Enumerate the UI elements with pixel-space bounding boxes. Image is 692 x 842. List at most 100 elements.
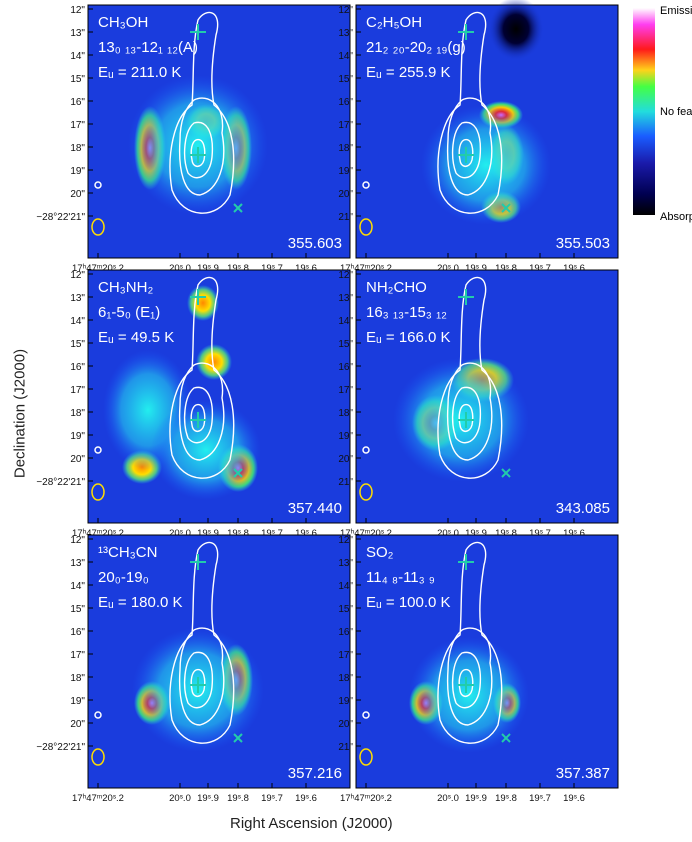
contour-line	[190, 403, 206, 433]
dec-tick-label: 16"	[70, 97, 85, 108]
ra-tick-label: 19ˢ.9	[465, 263, 487, 274]
colorbar-bottom-label: Absorption	[660, 211, 692, 223]
ra-tick-label: 19ˢ.6	[563, 793, 585, 804]
ra-tick-label: 20ˢ.0	[169, 793, 191, 804]
dust-contours	[169, 276, 235, 479]
ra-tick-label: 20ˢ.0	[169, 263, 191, 274]
emission-feature	[196, 344, 232, 380]
ra-tick-label: 19ˢ.8	[227, 528, 249, 539]
plus-marker	[190, 289, 206, 305]
plus-marker	[190, 147, 206, 163]
plus-marker	[190, 412, 206, 428]
ra-tick-label: 17ʰ47ᵐ20ˢ.2	[72, 793, 124, 804]
emission-feature	[151, 400, 261, 500]
dec-tick-label: 14"	[338, 51, 353, 62]
dec-tick-label: 14"	[70, 581, 85, 592]
ra-ticks: 17ʰ47ᵐ20ˢ.2 20ˢ.0 19ˢ.9 19ˢ.8 19ˢ.7 19ˢ.6	[72, 253, 317, 274]
ra-tick-label: 19ˢ.9	[465, 793, 487, 804]
dec-ticks: 12" 13" 14" 15" 16" 17" 18" 19" 20" 21"	[338, 5, 361, 223]
dec-tick-label: 17"	[70, 120, 85, 131]
ra-ticks: 17ʰ47ᵐ20ˢ.2 20ˢ.0 19ˢ.9 19ˢ.8 19ˢ.7 19ˢ.6	[72, 518, 317, 539]
map-panel-1: CH₃OH 13₀ ₁₃-12₁ ₁₂(A) Eᵤ = 211.0 K 355.603…	[36, 4, 351, 274]
dec-tick-label: 12"	[70, 270, 85, 281]
dec-tick-label: 19"	[338, 166, 353, 177]
beam-ellipse	[359, 218, 373, 236]
dec-tick-label: 13"	[70, 293, 85, 304]
cross-marker	[233, 733, 243, 743]
ra-tick-label: 19ˢ.7	[529, 528, 551, 539]
small-beam	[94, 446, 102, 454]
dec-tick-label: 12"	[338, 5, 353, 16]
plus-marker	[458, 554, 474, 570]
dec-tick-label: 20"	[70, 454, 85, 465]
dec-tick-label: 19"	[70, 431, 85, 442]
colorbar-mid-label: No feature	[660, 106, 692, 118]
dec-tick-label: 15"	[70, 74, 85, 85]
panel-frequency: 343.085	[556, 500, 610, 517]
contour-line	[458, 403, 474, 433]
contour-line	[178, 362, 225, 461]
contour-line	[183, 121, 214, 179]
panel-energy: Eᵤ = 255.9 K	[366, 64, 451, 81]
dec-tick-label: 18"	[70, 673, 85, 684]
dec-tick-label: 16"	[70, 627, 85, 638]
dec-tick-label: 16"	[338, 627, 353, 638]
panel-energy: Eᵤ = 211.0 K	[98, 64, 181, 81]
ra-ticks: 17ʰ47ᵐ20ˢ.2 20ˢ.0 19ˢ.9 19ˢ.8 19ˢ.7 19ˢ.6	[340, 518, 585, 539]
contour-line	[169, 11, 235, 214]
panel-molecule: ¹³CH₃CN	[98, 544, 157, 561]
dec-tick-label: 21"	[338, 477, 353, 488]
contour-line	[169, 276, 235, 479]
ra-tick-label: 19ˢ.7	[261, 793, 283, 804]
dec-tick-label: 18"	[70, 143, 85, 154]
plus-marker	[458, 677, 474, 693]
panel-transition: 11₄ ₈-11₃ ₉	[366, 569, 435, 586]
ra-tick-label: 19ˢ.6	[295, 263, 317, 274]
contour-line	[178, 97, 225, 196]
dec-tick-label: 18"	[70, 408, 85, 419]
dec-tick-label: 13"	[70, 28, 85, 39]
dec-tick-label: 15"	[338, 339, 353, 350]
ra-tick-label: 19ˢ.9	[465, 528, 487, 539]
dec-ticks: 12" 13" 14" 15" 16" 17" 18" 19" 20" 21"	[338, 270, 361, 488]
dec-ticks: 12" 13" 14" 15" 16" 17" 18" 19" 20" −28°22'21"	[36, 535, 93, 753]
ra-tick-label: 17ʰ47ᵐ20ˢ.2	[72, 528, 124, 539]
dec-tick-label: 17"	[338, 385, 353, 396]
panel-energy: Eᵤ = 180.0 K	[98, 594, 183, 611]
source-markers	[190, 24, 243, 213]
dust-contours	[437, 276, 503, 479]
panel-frequency: 357.440	[288, 500, 342, 517]
ra-tick-label: 19ˢ.9	[197, 263, 219, 274]
dec-tick-label: 14"	[70, 51, 85, 62]
source-markers	[458, 24, 511, 213]
dec-ticks: 12" 13" 14" 15" 16" 17" 18" 19" 20" 21"	[338, 535, 361, 753]
ra-tick-label: 19ˢ.9	[197, 793, 219, 804]
x-axis-label: Right Ascension (J2000)	[230, 815, 393, 832]
panel-frequency: 357.216	[288, 765, 342, 782]
dec-tick-label: 14"	[338, 581, 353, 592]
contour-line	[183, 651, 214, 709]
ra-tick-label: 20ˢ.0	[437, 528, 459, 539]
ra-tick-label: 20ˢ.0	[437, 793, 459, 804]
ra-tick-label: 17ʰ47ᵐ20ˢ.2	[340, 528, 392, 539]
beam-ellipse	[359, 483, 373, 501]
source-markers	[190, 554, 243, 743]
plus-marker	[458, 289, 474, 305]
source-markers	[190, 289, 243, 478]
map-panel-4: NH₂CHO 16₃ ₁₃-15₃ ₁₂ Eᵤ = 166.0 K 343.085 12…	[338, 269, 619, 539]
dec-tick-label: 15"	[70, 339, 85, 350]
dec-tick-label: 18"	[338, 673, 353, 684]
dec-tick-label: 18"	[338, 143, 353, 154]
dec-ticks: 12" 13" 14" 15" 16" 17" 18" 19" 20" −28°22'21"	[36, 270, 93, 488]
dec-tick-label: −28°22'21"	[36, 742, 85, 753]
panel-frequency: 357.387	[556, 765, 610, 782]
map-panel-2: C₂H₅OH 21₂ ₂₀-20₂ ₁₉(g) Eᵤ = 255.9 K 355.50…	[338, 0, 619, 274]
emission-feature	[488, 0, 544, 61]
panel-molecule: CH₃OH	[98, 14, 148, 31]
contour-line	[458, 668, 474, 698]
dec-tick-label: 13"	[70, 558, 85, 569]
ra-tick-label: 19ˢ.8	[227, 793, 249, 804]
contour-line	[437, 276, 503, 479]
contour-line	[169, 541, 235, 744]
